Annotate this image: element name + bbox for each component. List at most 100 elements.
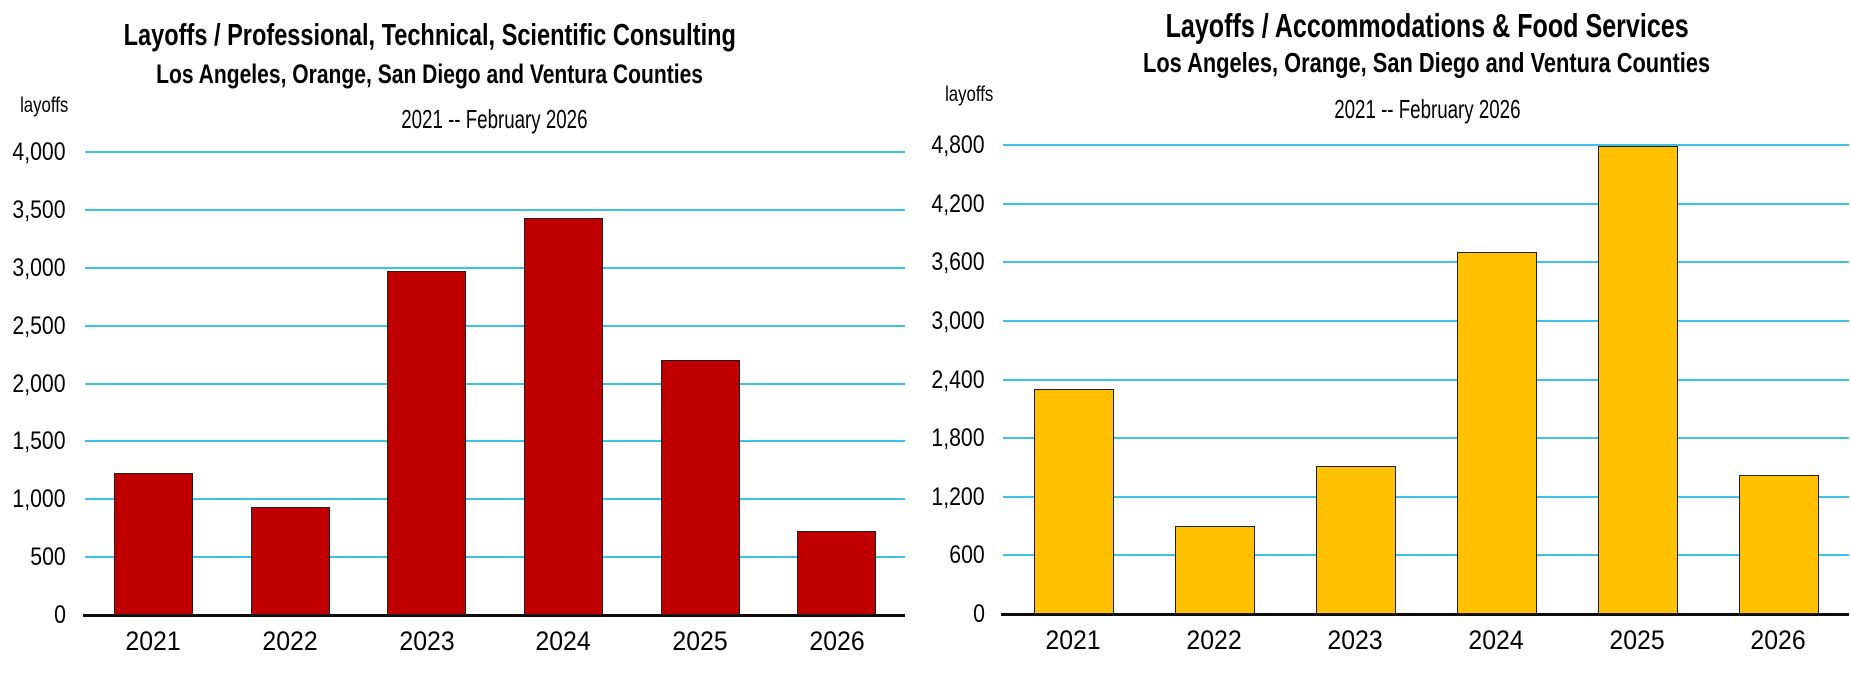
- y-tick-label: 4,200: [865, 189, 985, 219]
- bar-2025: [660, 360, 740, 615]
- y-tick-label: 3,500: [0, 195, 66, 225]
- chart-period-text: 2021 -- February 2026: [1333, 94, 1521, 124]
- bar-2022: [1174, 526, 1255, 614]
- y-tick-label: 4,800: [865, 130, 985, 160]
- y-tick-label-text: 600: [949, 541, 985, 570]
- x-tick-label-text: 2021: [1045, 625, 1102, 655]
- x-tick-label-text: 2026: [1750, 625, 1807, 655]
- bar-2021: [113, 473, 193, 615]
- gridline: [1003, 202, 1849, 205]
- y-tick-label: 2,000: [0, 369, 66, 399]
- y-tick-label: 2,500: [0, 311, 66, 341]
- y-tick-label-text: 2,000: [12, 369, 66, 398]
- y-tick-label: 0: [0, 600, 66, 630]
- chart-title: Layoffs / Professional, Technical, Scien…: [0, 17, 1030, 53]
- y-tick-label: 2,400: [865, 365, 985, 395]
- y-tick-label-text: 1,800: [931, 424, 985, 453]
- x-tick-label-2026: 2026: [767, 626, 907, 656]
- y-tick-label: 1,500: [0, 426, 66, 456]
- y-tick-label: 3,000: [0, 253, 66, 283]
- y-tick-label-text: 0: [54, 601, 66, 629]
- x-tick-label-text: 2024: [1468, 625, 1525, 655]
- chart-subtitle: Los Angeles, Orange, San Diego and Ventu…: [827, 48, 1851, 78]
- gridline: [1003, 495, 1849, 498]
- gridline: [85, 498, 905, 501]
- bar-2022: [250, 507, 330, 615]
- x-tick-label-2021: 2021: [1004, 625, 1144, 655]
- gridline: [1003, 144, 1849, 146]
- y-tick-label-text: 3,500: [12, 195, 66, 224]
- y-axis-title: layoffs: [0, 93, 68, 119]
- gridline: [1003, 437, 1849, 440]
- x-tick-label-2022: 2022: [220, 626, 360, 656]
- x-tick-label-2024: 2024: [1427, 625, 1567, 655]
- y-tick-label-text: 500: [30, 543, 66, 572]
- gridline: [85, 208, 905, 211]
- x-tick-label-text: 2021: [125, 626, 181, 656]
- y-tick-label: 3,600: [865, 247, 985, 277]
- bar-2025: [1597, 146, 1678, 614]
- y-axis-title: layoffs: [843, 82, 993, 108]
- y-axis-title-text: layoffs: [944, 83, 993, 106]
- gridline: [85, 266, 905, 269]
- y-tick-label: 1,000: [0, 484, 66, 514]
- y-tick-label-text: 1,200: [931, 482, 985, 511]
- x-tick-label-2026: 2026: [1709, 625, 1849, 655]
- gridline: [1003, 378, 1849, 381]
- chart-period-text: 2021 -- February 2026: [400, 104, 588, 134]
- x-tick-label-2024: 2024: [493, 626, 633, 656]
- x-axis-line: [83, 614, 905, 617]
- x-tick-label-text: 2023: [399, 626, 455, 656]
- bar-2024: [1456, 252, 1537, 614]
- bar-2023: [387, 271, 467, 615]
- bar-2021: [1033, 389, 1114, 614]
- y-tick-label-text: 3,000: [931, 306, 985, 335]
- y-tick-label: 1,200: [865, 482, 985, 512]
- y-tick-label-text: 4,200: [931, 189, 985, 218]
- gridline: [85, 382, 905, 385]
- gridline: [1003, 554, 1849, 557]
- x-tick-label-2023: 2023: [357, 626, 497, 656]
- x-tick-label-text: 2025: [1609, 625, 1666, 655]
- x-tick-label-text: 2025: [672, 626, 728, 656]
- y-tick-label: 3,000: [865, 306, 985, 336]
- x-tick-label-text: 2026: [809, 626, 865, 656]
- chart-subtitle: Los Angeles, Orange, San Diego and Ventu…: [0, 59, 1030, 89]
- x-tick-label-text: 2022: [262, 626, 318, 656]
- chart-subtitle-text: Los Angeles, Orange, San Diego and Ventu…: [1143, 47, 1711, 78]
- gridline: [85, 324, 905, 327]
- y-tick-label-text: 4,000: [12, 138, 66, 166]
- x-tick-label-2022: 2022: [1145, 625, 1285, 655]
- gridline: [1003, 319, 1849, 322]
- x-tick-label-2025: 2025: [1568, 625, 1708, 655]
- y-tick-label: 500: [0, 542, 66, 572]
- chart-period: 2021 -- February 2026: [827, 94, 1851, 124]
- y-tick-label-text: 2,500: [12, 311, 66, 340]
- x-tick-label-2023: 2023: [1286, 625, 1426, 655]
- x-axis-line: [1001, 613, 1849, 616]
- x-tick-label-text: 2022: [1186, 625, 1243, 655]
- y-tick-label: 600: [865, 540, 985, 570]
- y-tick-label-text: 3,000: [12, 253, 66, 282]
- chart-subtitle-text: Los Angeles, Orange, San Diego and Ventu…: [156, 59, 704, 89]
- x-tick-label-text: 2024: [535, 626, 591, 656]
- bar-2023: [1315, 466, 1396, 614]
- gridline: [85, 556, 905, 559]
- gridline: [1003, 261, 1849, 264]
- x-tick-label-2025: 2025: [630, 626, 770, 656]
- chart-period: 2021 -- February 2026: [0, 104, 1094, 134]
- bar-2024: [523, 218, 603, 615]
- y-axis-title-text: layoffs: [19, 94, 68, 117]
- chart-title-text: Layoffs / Professional, Technical, Scien…: [123, 17, 737, 52]
- y-tick-label-text: 0: [973, 600, 985, 628]
- y-tick-label-text: 1,500: [12, 427, 66, 456]
- gridline: [85, 151, 905, 153]
- y-tick-label-text: 4,800: [931, 131, 985, 159]
- chart-title: Layoffs / Accommodations & Food Services: [827, 8, 1851, 44]
- x-tick-label-2021: 2021: [83, 626, 223, 656]
- x-tick-label-text: 2023: [1327, 625, 1384, 655]
- chart-title-text: Layoffs / Accommodations & Food Services: [1165, 7, 1689, 44]
- y-tick-label-text: 3,600: [931, 248, 985, 277]
- y-tick-label: 1,800: [865, 423, 985, 453]
